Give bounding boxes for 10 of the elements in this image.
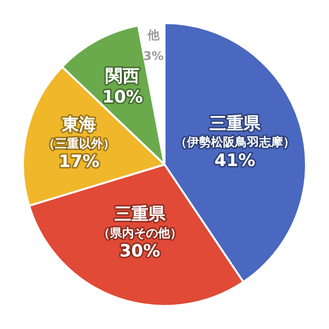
slice-label: 三重県（県内その他） [98, 204, 182, 240]
data-label: 17% [58, 152, 100, 172]
data-label: 41% [214, 150, 256, 171]
slice-label: 他 [146, 28, 160, 42]
data-label: 10% [102, 87, 143, 108]
slice-label: 関西 [106, 66, 140, 86]
slice-label: 三重県（伊勢松阪鳥羽志摩） [174, 114, 295, 150]
data-label: 3% [143, 48, 164, 63]
data-label: 30% [119, 242, 160, 262]
slice-label: 東海（三重以外） [43, 115, 116, 150]
